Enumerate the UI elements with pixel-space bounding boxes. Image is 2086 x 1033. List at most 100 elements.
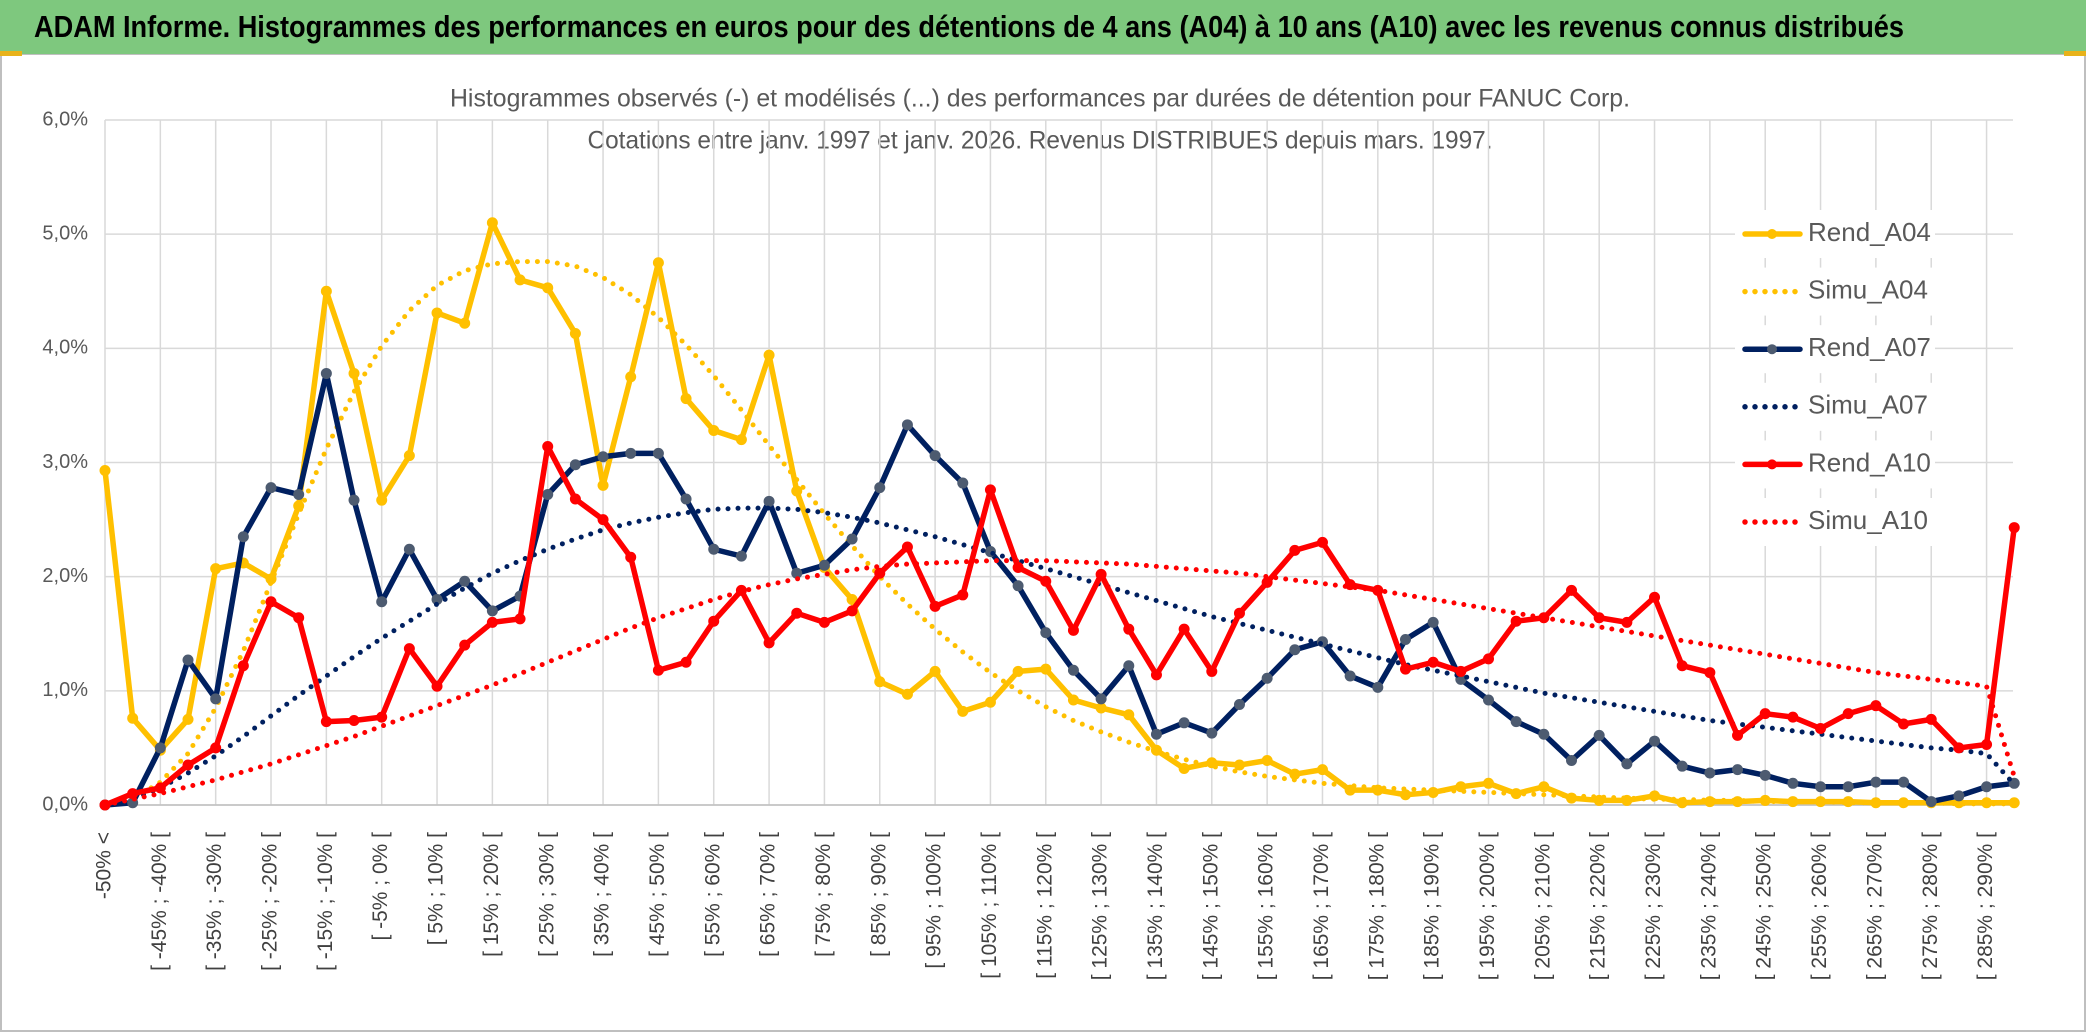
marker <box>1566 584 1578 596</box>
marker <box>680 493 692 505</box>
marker <box>1233 607 1245 619</box>
x-tick-label: [ 105% ; 110% [ <box>978 832 1001 979</box>
y-tick-label: 6,0% <box>42 108 88 130</box>
marker <box>1150 669 1162 681</box>
marker <box>984 484 996 496</box>
marker <box>542 488 554 500</box>
marker <box>735 434 747 446</box>
marker <box>486 616 498 628</box>
x-tick-label: [ 185% ; 190% [ <box>1421 832 1444 980</box>
marker <box>1676 660 1688 672</box>
marker <box>597 479 609 491</box>
marker <box>431 680 443 692</box>
x-tick-label: [ 5% ; 10% [ <box>425 832 448 945</box>
legend-bg <box>1735 267 1935 316</box>
observed-line <box>102 443 2017 808</box>
marker <box>1040 663 1052 675</box>
marker <box>1233 759 1245 771</box>
marker <box>569 327 581 339</box>
marker <box>1732 764 1744 776</box>
marker <box>1538 728 1550 740</box>
marker <box>1012 580 1024 592</box>
legend-label: Rend_A07 <box>1808 332 1931 362</box>
marker <box>376 494 388 506</box>
x-tick-label: [ 255% ; 260% [ <box>1808 832 1831 980</box>
marker <box>486 605 498 617</box>
marker <box>154 742 166 754</box>
model-line <box>102 505 2017 808</box>
marker <box>459 639 471 651</box>
marker <box>1123 623 1135 635</box>
marker <box>569 493 581 505</box>
x-tick-label: [ 125% ; 130% [ <box>1089 832 1112 980</box>
marker <box>1732 729 1744 741</box>
marker <box>1123 709 1135 721</box>
marker <box>874 482 886 494</box>
corner <box>0 51 22 56</box>
marker <box>1953 742 1965 754</box>
marker <box>127 712 139 724</box>
marker <box>1676 760 1688 772</box>
marker <box>763 495 775 507</box>
x-tick-label: [ 285% ; 290% [ <box>1974 832 1997 980</box>
marker <box>957 705 969 717</box>
marker <box>265 596 277 608</box>
marker <box>1538 781 1550 793</box>
marker <box>1399 633 1411 645</box>
x-tick-label: [ -5% ; 0% [ <box>369 832 392 941</box>
x-tick-label: [ 245% ; 250% [ <box>1753 832 1776 980</box>
marker <box>957 477 969 489</box>
model-line <box>102 558 2017 808</box>
legend-bg <box>1735 382 1935 431</box>
legend-label: Simu_A10 <box>1808 505 1928 535</box>
legend-label: Rend_A04 <box>1808 217 1931 247</box>
marker <box>680 656 692 668</box>
observed-line <box>102 370 2017 808</box>
x-tick-label: [ 165% ; 170% [ <box>1310 832 1333 980</box>
x-tick-label: [ -15% ; -10% [ <box>314 832 337 971</box>
marker <box>1704 667 1716 679</box>
chart-subtitle: Cotations entre janv. 1997 et janv. 2026… <box>588 127 1493 155</box>
marker <box>625 447 637 459</box>
marker <box>182 759 194 771</box>
marker <box>1925 713 1937 725</box>
marker <box>1787 777 1799 789</box>
marker <box>1870 700 1882 712</box>
marker <box>1289 644 1301 656</box>
marker <box>1593 612 1605 624</box>
marker <box>320 285 332 297</box>
marker <box>652 447 664 459</box>
legend-bg <box>1735 498 1935 546</box>
marker <box>708 615 720 627</box>
marker <box>984 696 996 708</box>
marker <box>1593 729 1605 741</box>
marker <box>763 349 775 361</box>
marker <box>1483 777 1494 789</box>
marker <box>1842 708 1854 720</box>
marker <box>680 393 692 405</box>
marker <box>210 742 222 754</box>
marker <box>1649 591 1661 603</box>
marker <box>1981 738 1993 750</box>
marker <box>708 425 720 437</box>
marker <box>376 711 388 723</box>
x-tick-label: [ 55% ; 60% [ <box>701 832 724 957</box>
x-tick-label: [ 25% ; 30% [ <box>535 832 558 957</box>
marker <box>1095 693 1107 705</box>
marker <box>1787 711 1799 723</box>
x-tick-label: [ 275% ; 280% [ <box>1919 832 1942 980</box>
marker <box>1621 758 1633 770</box>
marker <box>1842 781 1854 793</box>
corner <box>2064 51 2086 56</box>
x-tick-label: [ 265% ; 270% [ <box>1863 832 1886 980</box>
x-tick-label: [ 235% ; 240% [ <box>1697 832 1720 980</box>
marker <box>348 715 360 727</box>
marker <box>846 605 858 617</box>
marker <box>1178 623 1190 635</box>
marker <box>376 596 388 608</box>
marker <box>1399 663 1411 675</box>
marker <box>1898 776 1910 788</box>
marker <box>1316 764 1328 776</box>
x-tick-label: [ 45% ; 50% [ <box>646 832 669 957</box>
marker <box>1427 616 1439 628</box>
